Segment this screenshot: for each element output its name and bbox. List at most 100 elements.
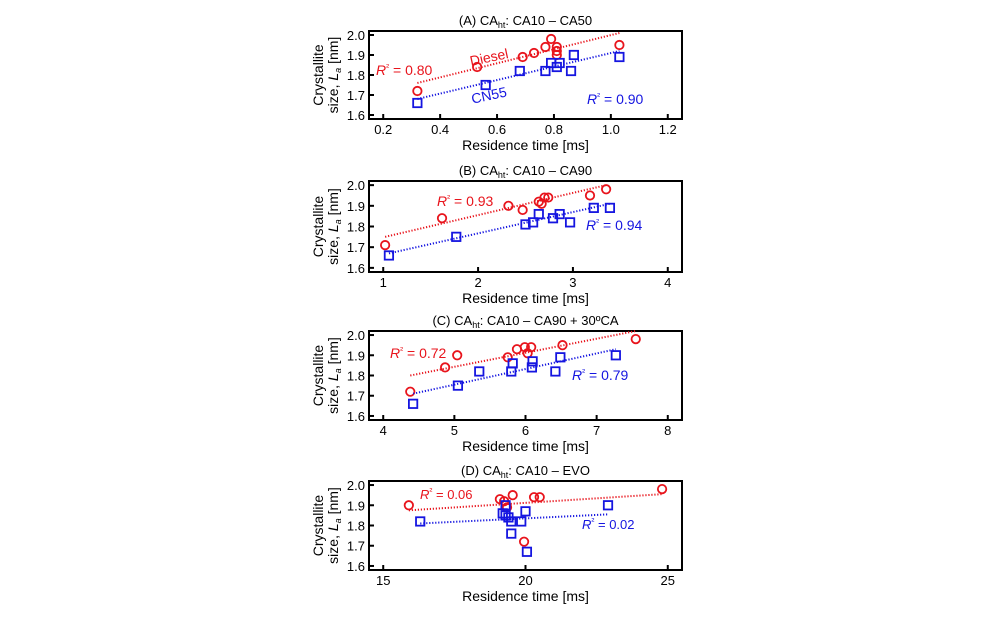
data-point-circle bbox=[412, 85, 423, 97]
series-cn55: R² = 0.90 CN55 bbox=[412, 49, 644, 109]
y-tick-label: 1.6 bbox=[347, 409, 365, 424]
y-label-symbol: L bbox=[325, 523, 341, 531]
y-tick-label: 1.9 bbox=[347, 199, 365, 214]
r-squared-label: R² = 0.93 bbox=[437, 193, 494, 209]
panel-d: (D) CAht: CA10 – EVO 15 20 25 1.6 1.7 1.8 1.9 2.… bbox=[310, 463, 683, 604]
data-point-square bbox=[514, 65, 525, 77]
y-axis-label-line1: Crystallite bbox=[310, 44, 326, 106]
title-text: : CA10 – CA50 bbox=[505, 13, 592, 28]
y-label-subscript: a bbox=[333, 68, 343, 73]
y-axis-label-line2: size, La [nm] bbox=[325, 37, 343, 114]
x-tick-label: 4 bbox=[380, 423, 387, 438]
data-point-square bbox=[564, 217, 576, 228]
data-point-square bbox=[408, 398, 419, 409]
data-point-square bbox=[500, 500, 511, 511]
data-point-circle bbox=[656, 483, 668, 495]
x-axis-label: Residence time [ms] bbox=[462, 438, 589, 454]
y-tick-label: 1.6 bbox=[347, 559, 365, 574]
data-point-square bbox=[506, 528, 517, 539]
y-axis-label-line1: Crystallite bbox=[310, 196, 326, 258]
title-text: : CA10 – EVO bbox=[508, 463, 590, 478]
data-point-circle bbox=[601, 184, 612, 195]
data-point-square bbox=[602, 500, 614, 511]
series-label: Diesel bbox=[468, 45, 509, 69]
y-tick-label: 1.8 bbox=[347, 519, 365, 534]
r-value: = 0.06 bbox=[432, 487, 472, 502]
data-point-square bbox=[550, 366, 561, 377]
data-point-circle bbox=[534, 492, 545, 503]
series-cn55: R² = 0.02 bbox=[415, 500, 635, 557]
r-symbol: R bbox=[587, 91, 597, 107]
data-point-circle bbox=[584, 190, 596, 201]
x-axis-label: Residence time [ms] bbox=[462, 137, 589, 153]
r-value: = 0.79 bbox=[585, 367, 628, 383]
title-subscript: ht bbox=[498, 170, 506, 180]
y-label-text: [nm] bbox=[325, 337, 341, 368]
r-superscript: ² bbox=[447, 193, 450, 203]
r-squared-label: R² = 0.02 bbox=[582, 516, 635, 532]
r-squared-label: R² = 0.80 bbox=[376, 62, 433, 78]
r-superscript: ² bbox=[429, 486, 432, 496]
data-point-circle bbox=[630, 333, 641, 345]
y-tick-label: 1.7 bbox=[347, 539, 365, 554]
y-label-text: size, bbox=[325, 381, 341, 414]
title-text: : CA10 – CA90 bbox=[505, 163, 592, 178]
x-axis-label: Residence time [ms] bbox=[462, 290, 589, 306]
title-subscript: ht bbox=[501, 470, 509, 480]
r-squared-label: R² = 0.90 bbox=[587, 91, 644, 107]
x-tick-label: 0.8 bbox=[545, 122, 563, 137]
y-label-symbol: L bbox=[325, 224, 341, 232]
y-label-text: size, bbox=[325, 81, 341, 114]
y-tick-label: 1.6 bbox=[347, 261, 365, 276]
r-value: = 0.80 bbox=[389, 62, 432, 78]
y-axis-label-line2: size, La [nm] bbox=[325, 337, 343, 414]
y-tick-label: 1.8 bbox=[347, 369, 365, 384]
data-point-square bbox=[506, 516, 517, 527]
data-point-square bbox=[500, 510, 511, 521]
trend-line bbox=[420, 513, 609, 525]
data-point-square bbox=[383, 250, 395, 261]
data-point-circle bbox=[518, 536, 530, 547]
y-tick-label: 1.7 bbox=[347, 389, 365, 404]
title-text: (D) CA bbox=[461, 463, 501, 478]
panel-title: (A) CAht: CA10 – CA50 bbox=[459, 13, 592, 30]
y-tick-label: 1.7 bbox=[347, 240, 365, 255]
x-tick-label: 3 bbox=[569, 275, 576, 290]
data-point-circle bbox=[405, 386, 416, 397]
data-point-circle bbox=[472, 61, 483, 73]
r-symbol: R bbox=[586, 217, 596, 233]
data-point-circle bbox=[557, 340, 568, 351]
y-axis-label-line1: Crystallite bbox=[310, 495, 326, 557]
x-tick-label: 2 bbox=[474, 275, 481, 290]
data-point-circle bbox=[519, 342, 530, 353]
title-text: : CA10 – CA90 + 30ºCA bbox=[480, 313, 619, 328]
y-label-text: size, bbox=[325, 531, 341, 564]
panel-c: (C) CAht: CA10 – CA90 + 30ºCA 4 5 6 7 8 1.6 1.7… bbox=[310, 313, 683, 454]
x-tick-label: 1.2 bbox=[659, 122, 677, 137]
data-point-square bbox=[412, 97, 423, 109]
data-point-square bbox=[520, 506, 531, 517]
x-tick-label: 5 bbox=[451, 423, 458, 438]
data-point-circle bbox=[539, 192, 550, 203]
x-tick-label: 1.0 bbox=[602, 122, 620, 137]
y-label-subscript: a bbox=[333, 219, 343, 224]
r-value: = 0.94 bbox=[599, 217, 642, 233]
data-point-circle bbox=[380, 240, 391, 251]
y-tick-label: 1.6 bbox=[347, 108, 365, 123]
r-squared-label: R² = 0.06 bbox=[420, 486, 473, 502]
r-symbol: R bbox=[390, 345, 400, 361]
y-label-text: [nm] bbox=[325, 487, 341, 518]
data-point-square bbox=[614, 51, 625, 63]
data-point-square bbox=[474, 366, 485, 377]
r-superscript: ² bbox=[582, 367, 585, 377]
data-point-circle bbox=[440, 362, 451, 373]
x-tick-label: 0.6 bbox=[488, 122, 506, 137]
data-point-circle bbox=[403, 500, 414, 511]
r-symbol: R bbox=[572, 367, 582, 383]
y-tick-label: 1.9 bbox=[347, 48, 365, 63]
r-symbol: R bbox=[420, 487, 429, 502]
data-point-circle bbox=[543, 192, 554, 203]
title-text: (C) CA bbox=[432, 313, 472, 328]
trend-line bbox=[388, 202, 611, 255]
r-superscript: ² bbox=[597, 91, 600, 101]
